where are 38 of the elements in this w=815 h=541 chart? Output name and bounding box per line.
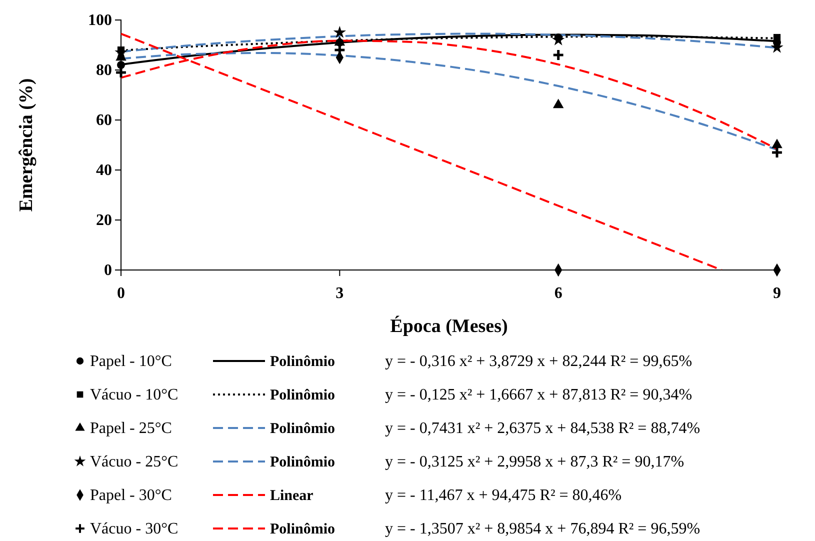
text: y = - 1,3507 x² + 8,9854 x + 76,894 R² = 96,59%: [385, 520, 700, 538]
x-tick-label: 9: [773, 285, 781, 302]
point: [117, 61, 125, 69]
legend-label: Polinômio: [270, 354, 336, 370]
point: [772, 138, 782, 148]
text: y = - 0,7431 x² + 2,6375 x + 84,538 R² = 88,74%: [385, 420, 700, 437]
y-tick-label: 0: [104, 262, 112, 280]
y-tick-label: 60: [96, 112, 112, 130]
legend-label: Polinômio: [270, 522, 336, 538]
y-tick-label: 80: [96, 62, 112, 80]
legend-label: Vácuo - 25°C: [90, 454, 178, 470]
text: y = - 11,467 x + 94,475 R² = 80,46%: [385, 487, 622, 504]
text: y = - 0,316 x² + 3,8729 x + 82,244 R² = 99,65%: [385, 353, 692, 370]
point: [554, 34, 562, 42]
legend-label: Linear: [270, 488, 314, 504]
y-tick-label: 40: [96, 162, 112, 180]
legend-label: Papel - 30°C: [90, 487, 172, 504]
x-tick-label: 3: [336, 285, 344, 302]
legend-label: Vácuo - 30°C: [90, 520, 178, 538]
legend-label: Papel - 25°C: [90, 420, 172, 437]
point: [336, 38, 344, 46]
point: [333, 26, 346, 38]
legend-label: Polinômio: [270, 454, 336, 470]
y-tick-label: 20: [96, 212, 112, 230]
legend-label: Papel - 10°C: [90, 353, 172, 370]
y-axis-title: Emergência (%): [16, 78, 37, 212]
text: y = - 0,125 x² + 1,6667 x + 87,813 R² = 90,34%: [385, 386, 692, 404]
x-axis-title: Época (Meses): [390, 315, 508, 337]
legend-label: Polinômio: [270, 421, 336, 437]
legend-label: Vácuo - 10°C: [90, 386, 178, 404]
y-tick-label: 100: [88, 12, 112, 30]
point: [552, 48, 565, 62]
x-tick-label: 0: [117, 285, 125, 302]
text: y = - 0,3125 x² + 2,9958 x + 87,3 R² = 90,17%: [385, 454, 684, 470]
point: [552, 98, 564, 108]
legend-label: Polinômio: [270, 388, 336, 404]
x-tick-label: 6: [554, 285, 562, 302]
point: [117, 46, 125, 54]
